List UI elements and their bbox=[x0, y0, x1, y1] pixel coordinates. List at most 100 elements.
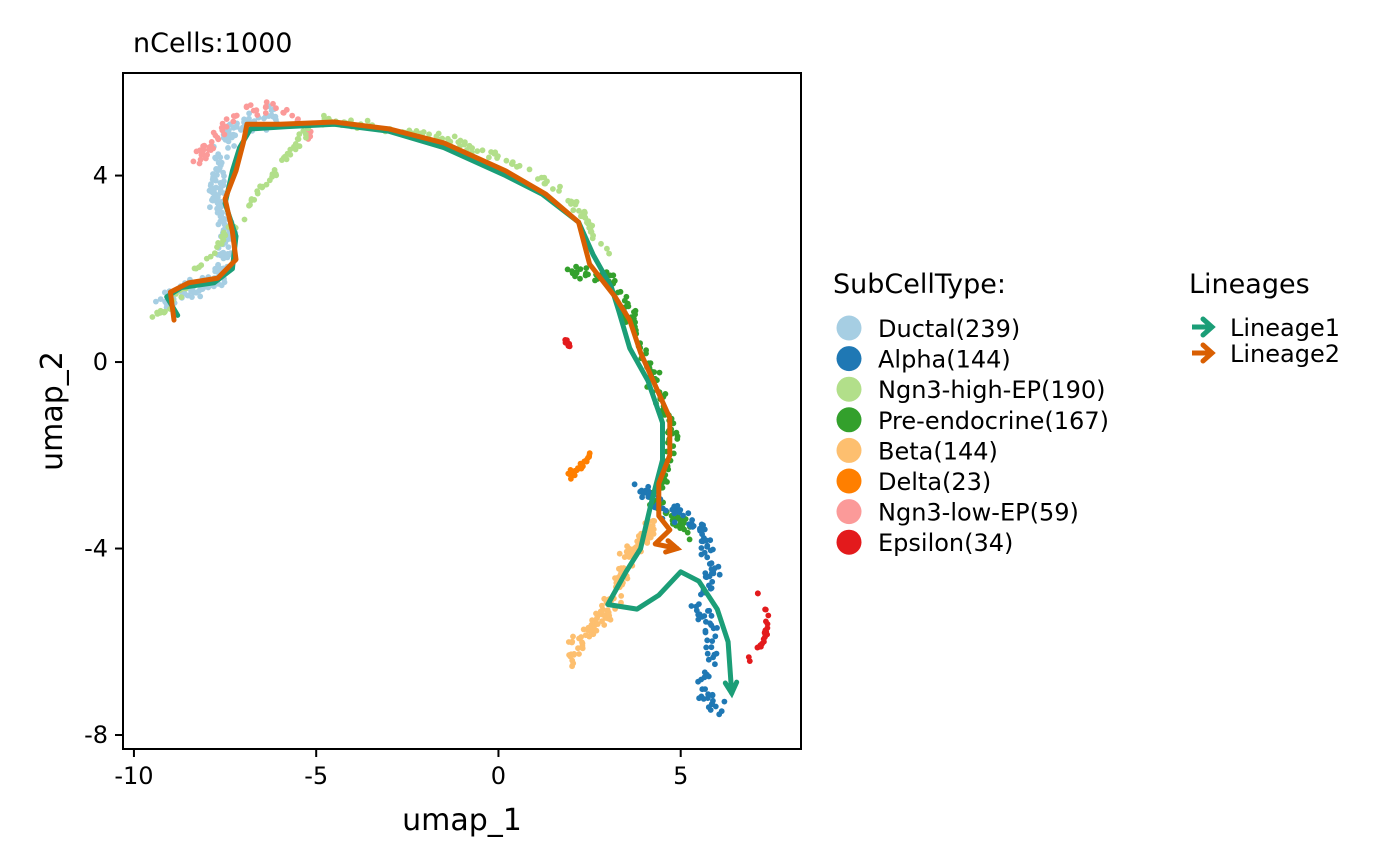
cell-point-alpha bbox=[702, 570, 709, 576]
cell-point-alpha bbox=[699, 531, 705, 538]
cell-point-ductal bbox=[217, 154, 224, 161]
cell-point-ngn3-high-ep bbox=[198, 262, 205, 269]
cell-point-alpha bbox=[721, 698, 728, 705]
scatter-points bbox=[149, 99, 772, 718]
cell-point-delta bbox=[585, 455, 591, 461]
cell-point-pre-endocrine bbox=[577, 266, 584, 272]
legend-key-alpha bbox=[836, 346, 862, 372]
y-axis: 4 0 -4 -8 bbox=[84, 162, 123, 749]
cell-point-ngn3-high-ep bbox=[247, 201, 253, 208]
cell-point-beta bbox=[601, 622, 608, 628]
legend-label: Alpha(144) bbox=[878, 346, 1011, 374]
cell-point-ductal bbox=[246, 110, 253, 117]
cell-point-ductal bbox=[208, 181, 214, 187]
legend-label: Delta(23) bbox=[878, 468, 991, 496]
cell-point-ngn3-high-ep bbox=[544, 178, 550, 185]
cell-point-ductal bbox=[215, 167, 222, 174]
cell-point-beta bbox=[650, 531, 657, 537]
cell-point-pre-endocrine bbox=[564, 266, 571, 273]
cell-point-ngn3-low-ep bbox=[262, 110, 269, 116]
cell-point-pre-endocrine bbox=[585, 271, 591, 278]
lineage-legend-title: Lineages bbox=[1189, 269, 1310, 300]
legend-label: Ngn3-high-EP(190) bbox=[878, 376, 1105, 404]
cell-point-beta bbox=[569, 663, 575, 670]
lineage-arrowhead-lineage1 bbox=[722, 679, 740, 699]
cell-point-ngn3-high-ep bbox=[191, 265, 198, 272]
cell-point-ngn3-low-ep bbox=[201, 142, 208, 149]
cell-point-ngn3-low-ep bbox=[212, 132, 219, 139]
cell-point-ngn3-high-ep bbox=[426, 131, 432, 138]
y-tick-label: -4 bbox=[84, 535, 108, 563]
cell-point-alpha bbox=[701, 674, 708, 681]
cell-point-ngn3-high-ep bbox=[578, 213, 584, 220]
cell-point-ngn3-high-ep bbox=[203, 255, 210, 262]
cell-point-beta bbox=[593, 610, 599, 617]
cell-point-ductal bbox=[261, 115, 267, 122]
cell-point-ngn3-high-ep bbox=[211, 250, 218, 257]
cell-point-alpha bbox=[685, 510, 692, 517]
cell-point-alpha bbox=[701, 613, 708, 619]
cell-point-beta bbox=[604, 607, 611, 613]
y-tick-label: 0 bbox=[93, 348, 108, 376]
cell-point-ngn3-high-ep bbox=[570, 199, 577, 206]
y-tick-label: -8 bbox=[84, 721, 108, 749]
cell-point-alpha bbox=[700, 696, 707, 702]
cell-point-ngn3-high-ep bbox=[509, 159, 516, 166]
cell-point-delta bbox=[580, 463, 586, 470]
cell-point-ngn3-high-ep bbox=[494, 155, 500, 162]
cell-point-alpha bbox=[660, 505, 666, 512]
cell-point-ngn3-high-ep bbox=[474, 148, 481, 155]
cell-point-pre-endocrine bbox=[573, 270, 580, 277]
cell-point-ductal bbox=[197, 293, 204, 300]
x-tick-label: 5 bbox=[673, 762, 688, 790]
cell-point-alpha bbox=[706, 582, 712, 589]
cell-point-ductal bbox=[241, 116, 248, 123]
cell-point-pre-endocrine bbox=[610, 272, 617, 279]
cell-point-beta bbox=[616, 550, 623, 557]
cell-point-pre-endocrine bbox=[686, 536, 693, 543]
legend-label: Epsilon(34) bbox=[878, 529, 1013, 557]
cell-point-ngn3-high-ep bbox=[214, 244, 220, 251]
lineage-arrowhead-lineage2 bbox=[663, 538, 683, 555]
lineage-legend-label: Lineage1 bbox=[1230, 314, 1340, 342]
x-axis-title: umap_1 bbox=[402, 803, 522, 838]
y-tick-label: 4 bbox=[93, 162, 108, 190]
cell-point-ngn3-high-ep bbox=[220, 229, 227, 236]
cell-point-delta bbox=[568, 475, 574, 482]
cell-point-pre-endocrine bbox=[617, 288, 624, 295]
cell-point-ductal bbox=[268, 107, 275, 114]
cell-point-beta bbox=[650, 526, 657, 533]
legend-label: Beta(144) bbox=[878, 437, 998, 465]
cell-point-ngn3-high-ep bbox=[589, 235, 596, 242]
cell-point-alpha bbox=[645, 487, 652, 494]
cell-point-alpha bbox=[708, 644, 715, 651]
cell-point-ngn3-low-ep bbox=[263, 99, 270, 105]
cell-point-alpha bbox=[704, 542, 711, 549]
cell-point-ngn3-high-ep bbox=[550, 186, 556, 192]
cell-point-ngn3-low-ep bbox=[254, 112, 261, 118]
cell-point-alpha bbox=[631, 481, 638, 488]
cell-point-ngn3-high-ep bbox=[570, 207, 577, 214]
cell-point-alpha bbox=[709, 692, 716, 699]
cell-point-pre-endocrine bbox=[583, 265, 590, 271]
cell-point-alpha bbox=[689, 523, 696, 530]
cell-point-beta bbox=[576, 651, 582, 657]
cell-point-ngn3-high-ep bbox=[178, 294, 185, 300]
cell-point-alpha bbox=[676, 509, 683, 516]
cell-point-ngn3-high-ep bbox=[526, 166, 533, 173]
cell-point-ngn3-high-ep bbox=[606, 250, 612, 257]
cell-point-pre-endocrine bbox=[624, 300, 631, 307]
cell-point-beta bbox=[589, 617, 595, 624]
cell-point-alpha bbox=[704, 554, 711, 561]
cell-point-beta bbox=[618, 593, 625, 599]
legend-key-ngn3-high-ep bbox=[836, 376, 862, 402]
cell-point-ngn3-low-ep bbox=[198, 152, 205, 158]
lineage-curve-lineage1 bbox=[164, 121, 735, 696]
cell-point-ductal bbox=[220, 169, 227, 176]
cell-point-ngn3-low-ep bbox=[197, 147, 203, 154]
cell-point-ngn3-low-ep bbox=[223, 123, 230, 130]
cell-point-alpha bbox=[708, 612, 715, 619]
cell-point-alpha bbox=[710, 546, 716, 553]
cell-point-alpha bbox=[688, 603, 695, 609]
